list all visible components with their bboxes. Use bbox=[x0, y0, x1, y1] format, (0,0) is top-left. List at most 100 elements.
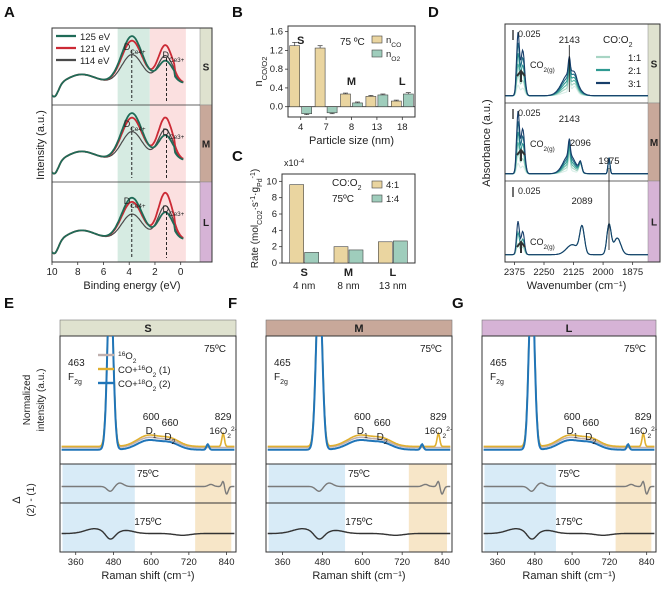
xtick-label-A: 6 bbox=[101, 267, 107, 278]
peak-label-ce4: DCe4+ bbox=[124, 119, 146, 133]
xps-line-125eV-M bbox=[51, 112, 184, 175]
bar-C-1:4-S bbox=[304, 252, 319, 264]
xtick-label-A: 10 bbox=[46, 267, 58, 278]
xtick-label-E: 360 bbox=[68, 557, 84, 568]
raman-line-F-2 bbox=[267, 336, 451, 451]
xtick-label-F: 720 bbox=[394, 557, 410, 568]
shade-blue-E bbox=[62, 464, 135, 552]
size-tab-label-D-M: M bbox=[650, 138, 658, 149]
co2-label-D: CO2(g) bbox=[530, 237, 555, 251]
xtick-label-F: 840 bbox=[434, 557, 450, 568]
shade-blue-G bbox=[484, 464, 556, 552]
peak-label-E-0: 463 bbox=[68, 358, 85, 369]
legend-text-A: 114 eV bbox=[80, 56, 110, 67]
axes-frame-diff2-F bbox=[265, 502, 453, 553]
bar-B-n_O2-8 bbox=[352, 102, 363, 107]
peak-label-G-3b: 16O22- bbox=[629, 426, 657, 440]
diff-ylabel-E: Δ bbox=[11, 496, 23, 504]
xtick-label-G: 480 bbox=[527, 557, 543, 568]
group-label-B-L: L bbox=[399, 76, 406, 88]
panel-label-G: G bbox=[452, 295, 464, 312]
xtick-label-G: 840 bbox=[639, 557, 655, 568]
panel-label-E: E bbox=[4, 295, 14, 312]
ytick-label-C: 0 bbox=[272, 258, 277, 269]
xps-line-125eV-L bbox=[51, 196, 184, 255]
ytick-label-C: 8 bbox=[272, 193, 277, 204]
xlabel-B: Particle size (nm) bbox=[309, 135, 394, 147]
peak-label-E-3b: 16O22- bbox=[209, 426, 237, 440]
sample-tab-label-G: L bbox=[566, 323, 573, 335]
xtick-sublabel-C: 8 nm bbox=[337, 281, 359, 292]
peak-label-D-S: 2143 bbox=[559, 35, 580, 46]
ir-line-L-0 bbox=[505, 222, 648, 256]
xtick-label-G: 720 bbox=[601, 557, 617, 568]
peak-label-F-2b: D2 bbox=[377, 432, 388, 446]
size-tab-label-A-M: M bbox=[202, 140, 210, 151]
xtick-label-B: 7 bbox=[323, 122, 328, 133]
ytick-label-B: 0.4 bbox=[270, 83, 283, 94]
peak-label-F-3: 829 bbox=[430, 412, 447, 423]
panel-label-D: D bbox=[428, 4, 439, 21]
legend-text-E: CO+16O2 (1) bbox=[118, 365, 171, 379]
ir-line-S-5 bbox=[505, 32, 648, 97]
legend-text-C: 4:1 bbox=[386, 180, 399, 191]
xtick-label-G: 360 bbox=[490, 557, 506, 568]
axes-frame-C bbox=[281, 173, 416, 264]
ylabel-D: Absorbance (a.u.) bbox=[481, 99, 493, 186]
sample-tab-label-E: S bbox=[144, 323, 151, 335]
diff1-line-G bbox=[483, 480, 655, 495]
peak-label-G-1b: D1 bbox=[567, 426, 578, 440]
legend-text-D: 1:1 bbox=[628, 53, 641, 64]
xtick-label-A: 2 bbox=[152, 267, 158, 278]
diff2-line-F bbox=[267, 528, 451, 540]
peak-label-F-1: 600 bbox=[354, 412, 371, 423]
peak-label-E-1b: D1 bbox=[146, 426, 157, 440]
ylabel-E-bottom: intensity (a.u.) bbox=[36, 369, 47, 432]
xtick-label-D: 2000 bbox=[593, 267, 614, 278]
temp-label-diff2-E: 175ºC bbox=[134, 517, 162, 528]
ir-line-L-1 bbox=[505, 222, 648, 256]
legend-text-D: 2:1 bbox=[628, 66, 641, 77]
raman-line-E-2 bbox=[61, 336, 235, 451]
peak-label-G-1: 600 bbox=[564, 412, 581, 423]
peak-label-E-1: 600 bbox=[143, 412, 160, 423]
temp-label-main-G: 75ºC bbox=[624, 344, 646, 355]
xps-line-125eV-S bbox=[51, 35, 184, 98]
shade-blue-F bbox=[268, 464, 346, 552]
xtick-label-C: L bbox=[389, 267, 396, 279]
xlabel-G: Raman shift (cm⁻¹) bbox=[522, 570, 615, 582]
legend-swatch-B bbox=[371, 49, 383, 58]
raman-line-G-2 bbox=[483, 336, 655, 451]
exponent-label-C: x10-4 bbox=[284, 158, 305, 169]
diff1-line-E bbox=[61, 480, 235, 495]
peak-label-G-2b: D2 bbox=[585, 432, 596, 446]
temp-label-diff1-E: 75ºC bbox=[137, 469, 159, 480]
xlabel-E: Raman shift (cm⁻¹) bbox=[101, 570, 194, 582]
peak-label-F-2: 660 bbox=[374, 418, 391, 429]
xtick-label-A: 0 bbox=[178, 267, 184, 278]
xtick-label-E: 840 bbox=[219, 557, 235, 568]
diff2-line-G bbox=[483, 528, 655, 540]
peak-label-D-M3: 1975 bbox=[598, 156, 619, 167]
xtick-label-F: 480 bbox=[315, 557, 331, 568]
xtick-label-E: 480 bbox=[105, 557, 121, 568]
ytick-label-B: 0.8 bbox=[270, 64, 283, 75]
bar-C-1:4-L bbox=[393, 240, 408, 264]
legend-text-B: nO2 bbox=[386, 49, 400, 63]
panel-label-F: F bbox=[228, 295, 237, 312]
axes-frame-main-F bbox=[265, 335, 453, 465]
legend-text-B: nCO bbox=[386, 35, 401, 49]
xtick-label-D: 2250 bbox=[533, 267, 554, 278]
temp-label-diff1-G: 75ºC bbox=[558, 469, 580, 480]
bar-C-1:4-M bbox=[348, 249, 364, 264]
ylabel-B: nCO/O2 bbox=[253, 56, 269, 86]
sample-tab-label-F: M bbox=[354, 323, 363, 335]
temp-label-diff1-F: 75ºC bbox=[348, 469, 370, 480]
xtick-label-C: S bbox=[300, 267, 307, 279]
xtick-label-F: 600 bbox=[354, 557, 370, 568]
legend-text-A: 125 eV bbox=[80, 32, 111, 43]
peak-label-G-0b: F2g bbox=[490, 372, 504, 386]
co2-label-D: CO2(g) bbox=[530, 60, 555, 74]
legend-text-E: 16O2 bbox=[118, 351, 137, 365]
